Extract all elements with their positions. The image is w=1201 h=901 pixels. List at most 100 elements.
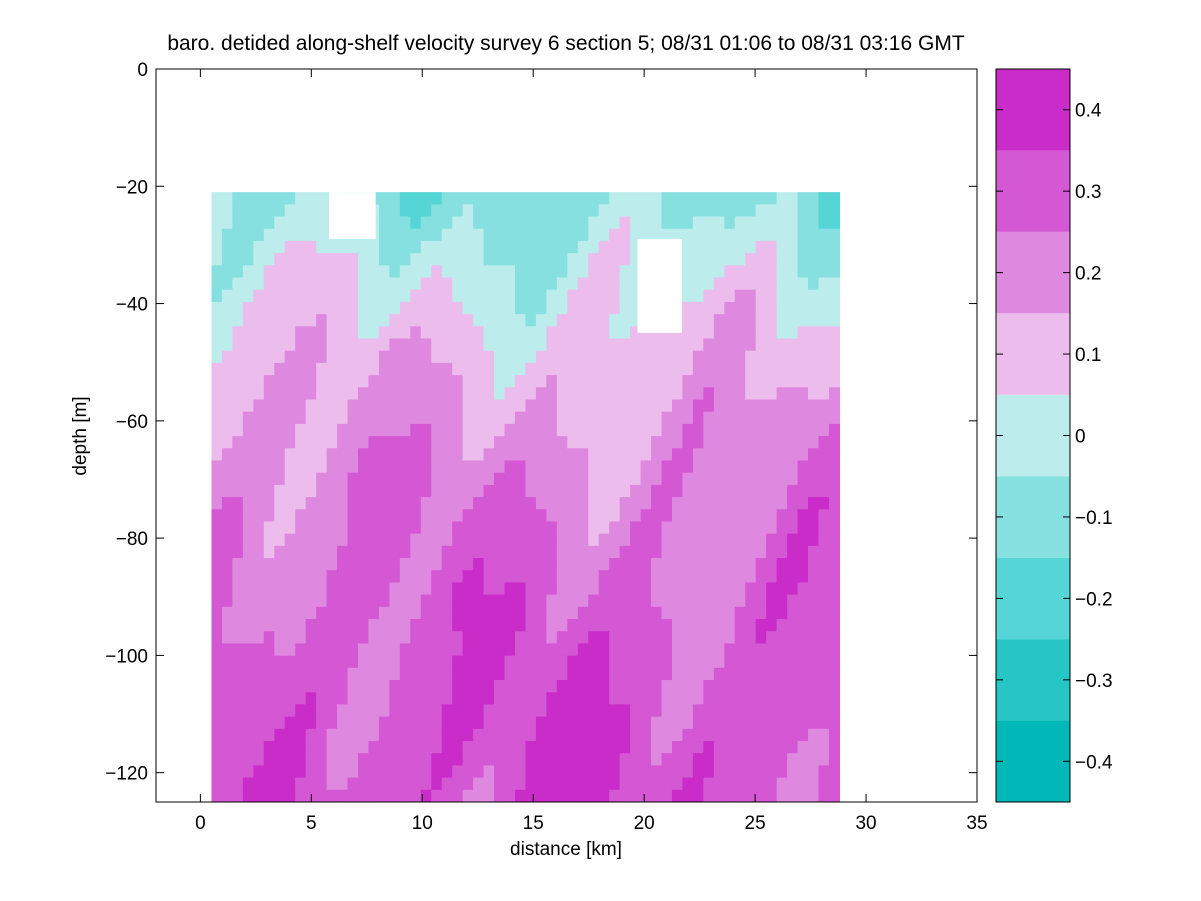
contour-cell <box>828 741 841 754</box>
contour-cell <box>514 497 527 510</box>
contour-cell <box>546 387 558 401</box>
contour-cell <box>368 265 380 279</box>
contour-cell <box>609 411 621 425</box>
contour-cell <box>295 521 307 535</box>
contour-cell <box>640 436 652 449</box>
contour-cell <box>295 240 307 254</box>
contour-cell <box>724 216 736 230</box>
contour-cell <box>274 606 286 620</box>
contour-cell <box>232 387 244 401</box>
contour-cell <box>828 619 841 632</box>
contour-cell <box>358 558 370 571</box>
contour-cell <box>399 228 411 242</box>
contour-cell <box>808 777 820 791</box>
contour-cell <box>630 521 642 535</box>
contour-cell <box>692 362 704 376</box>
contour-cell <box>399 472 411 486</box>
y-tick-label: −40 <box>116 295 148 316</box>
contour-cell <box>651 655 663 669</box>
contour-cell <box>797 521 809 535</box>
contour-cell <box>724 655 736 669</box>
contour-cell <box>598 204 610 218</box>
contour-cell <box>410 399 422 413</box>
contour-cell <box>682 301 694 315</box>
contour-cell <box>682 192 694 205</box>
contour-cell <box>828 228 841 242</box>
contour-cell <box>577 545 589 559</box>
contour-cell <box>483 265 495 279</box>
contour-cell <box>263 326 275 340</box>
contour-cell <box>535 484 547 498</box>
contour-cell <box>818 765 830 779</box>
contour-cell <box>253 533 265 547</box>
contour-cell <box>284 704 296 718</box>
contour-cell <box>347 619 359 632</box>
contour-cell <box>692 411 704 425</box>
contour-cell <box>609 423 621 437</box>
contour-cell <box>556 741 568 754</box>
contour-cell <box>619 606 631 620</box>
contour-cell <box>368 582 380 596</box>
contour-cell <box>828 606 841 620</box>
contour-cell <box>755 741 767 754</box>
contour-cell <box>797 472 809 486</box>
contour-cell <box>776 741 788 754</box>
contour-cell <box>358 253 370 266</box>
contour-cell <box>462 228 474 242</box>
contour-cell <box>431 192 443 205</box>
contour-cell <box>776 253 788 266</box>
contour-cell <box>535 253 547 266</box>
contour-cell <box>347 643 359 657</box>
contour-cell <box>776 789 788 802</box>
contour-cell <box>567 326 579 340</box>
contour-cell <box>661 753 673 767</box>
contour-cell <box>818 667 830 681</box>
contour-cell <box>441 460 453 474</box>
contour-cell <box>525 753 537 767</box>
contour-cell <box>295 399 307 413</box>
contour-cell <box>776 716 788 730</box>
contour-cell <box>441 582 453 596</box>
contour-cell <box>378 692 390 706</box>
contour-cell <box>598 558 610 571</box>
contour-cell <box>514 350 527 364</box>
contour-cell <box>316 448 328 462</box>
contour-cell <box>242 716 254 730</box>
contour-cell <box>703 301 715 315</box>
contour-cell <box>242 362 254 376</box>
contour-cell <box>724 192 736 205</box>
contour-cell <box>808 375 820 388</box>
contour-cell <box>808 411 820 425</box>
contour-cell <box>724 436 736 449</box>
contour-cell <box>755 570 767 584</box>
contour-cell <box>263 216 275 230</box>
contour-cell <box>221 582 234 596</box>
contour-cell <box>724 631 736 645</box>
contour-cell <box>232 228 244 242</box>
contour-cell <box>358 545 370 559</box>
contour-cell <box>389 716 401 730</box>
contour-cell <box>787 253 799 266</box>
contour-cell <box>692 387 704 401</box>
contour-cell <box>431 582 443 596</box>
contour-cell <box>588 301 600 315</box>
contour-cell <box>441 692 453 706</box>
contour-cell <box>630 704 642 718</box>
contour-cell <box>274 216 286 230</box>
contour-cell <box>420 277 432 291</box>
contour-cell <box>755 728 767 742</box>
contour-cell <box>441 777 453 791</box>
contour-cell <box>452 509 464 523</box>
contour-cell <box>358 338 370 352</box>
contour-cell <box>797 484 809 498</box>
contour-cell <box>337 643 349 657</box>
contour-cell <box>473 375 485 388</box>
contour-cell <box>808 753 820 767</box>
contour-cell <box>808 448 820 462</box>
contour-cell <box>263 240 275 254</box>
contour-cell <box>347 277 359 291</box>
contour-cell <box>420 265 432 279</box>
contour-cell <box>588 765 600 779</box>
contour-cell <box>787 741 799 754</box>
contour-cell <box>337 289 349 303</box>
